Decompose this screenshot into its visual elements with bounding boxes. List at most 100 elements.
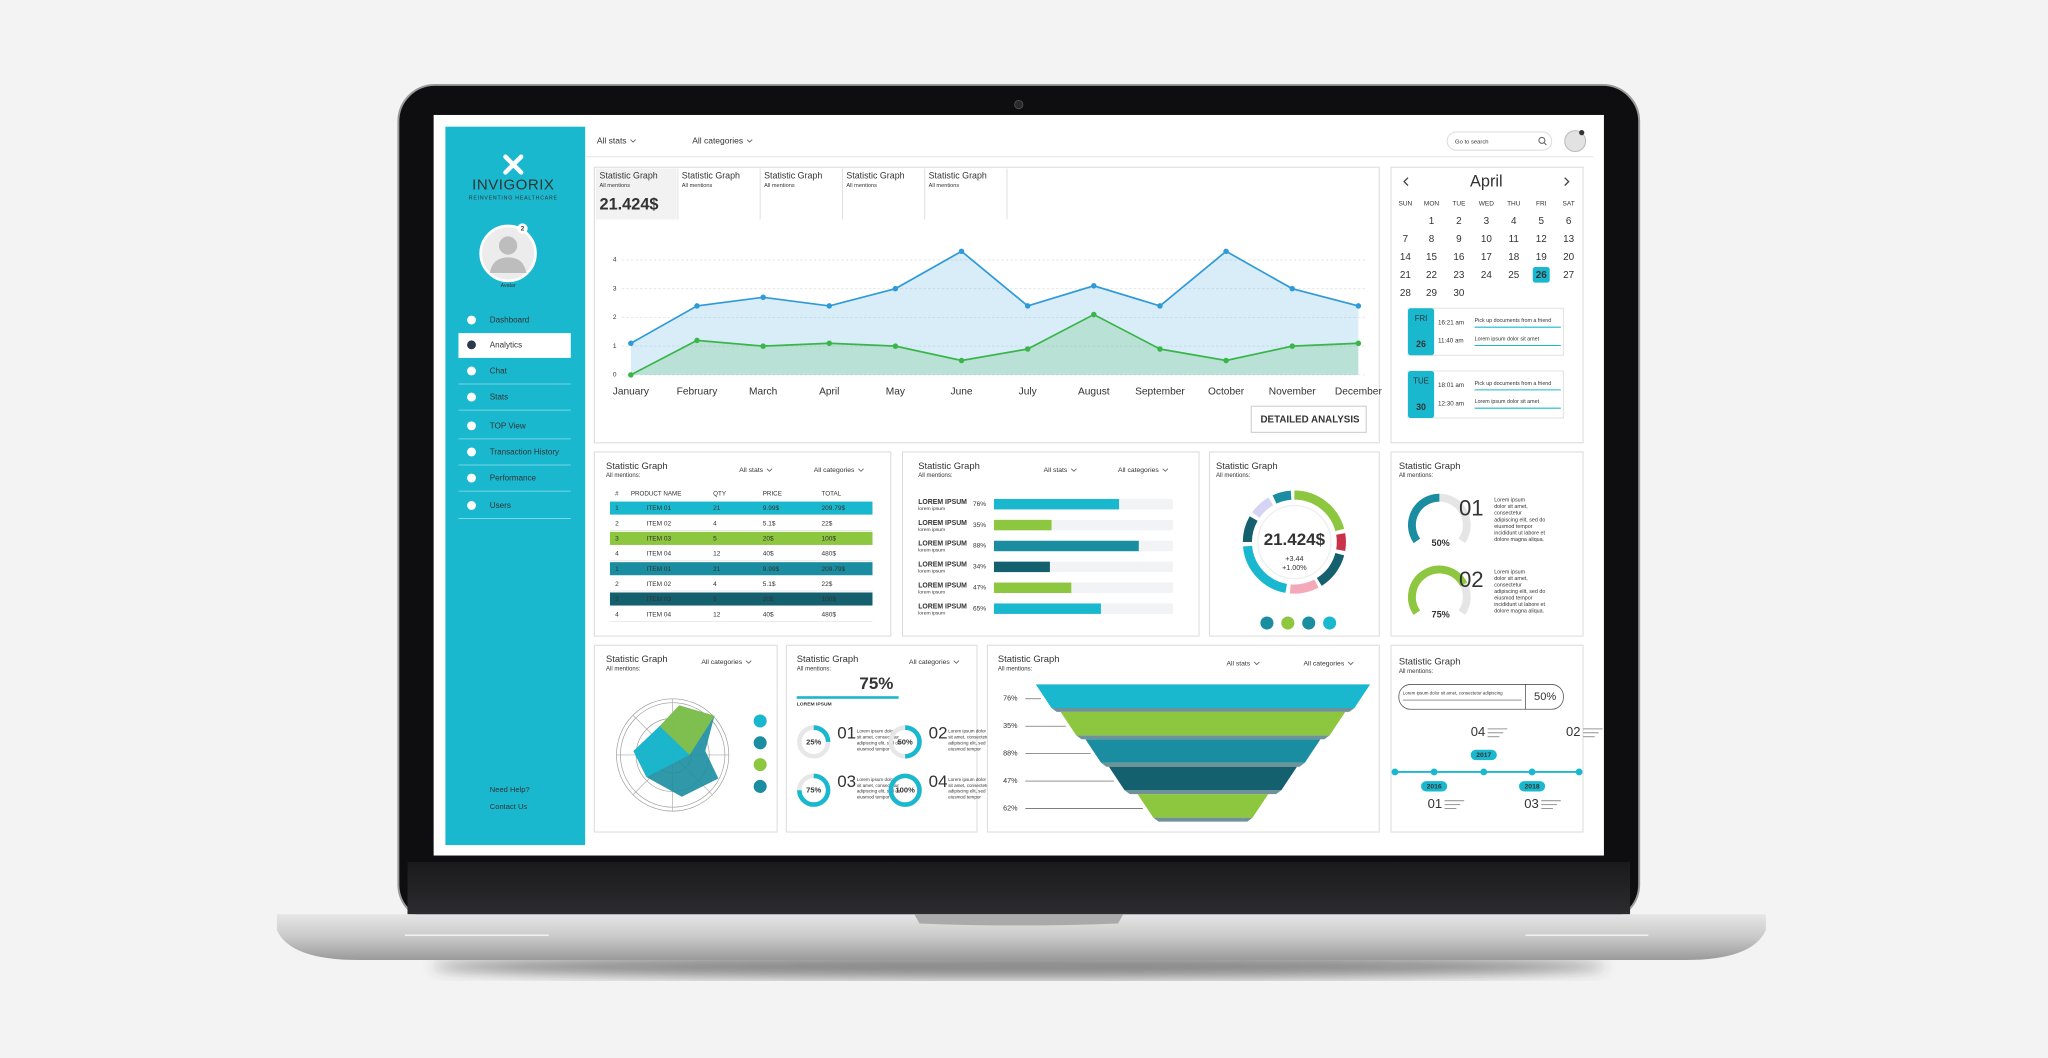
- menu-item[interactable]: Analytics: [490, 340, 522, 349]
- year-label: 2018: [1525, 783, 1540, 790]
- donut-inner-ring: [1257, 504, 1332, 580]
- calendar-day[interactable]: 22: [1426, 270, 1438, 281]
- calendar-day[interactable]: 6: [1566, 216, 1572, 227]
- filter-dropdown[interactable]: All categories: [692, 135, 743, 145]
- filter-dropdown[interactable]: All stats: [597, 135, 627, 145]
- filter-dropdown[interactable]: All stats: [1044, 467, 1068, 474]
- menu-item[interactable]: Users: [490, 501, 511, 510]
- funnel-shadow: [1153, 817, 1253, 822]
- calendar-day[interactable]: 5: [1538, 216, 1544, 227]
- bar-track: [993, 582, 1173, 593]
- gauge-number: 01: [1459, 495, 1484, 520]
- filter-dropdown[interactable]: All categories: [909, 659, 950, 666]
- funnel-label: 76%: [1003, 695, 1018, 703]
- filter-dropdown[interactable]: All stats: [739, 467, 763, 474]
- funnel-layer: [1108, 766, 1297, 791]
- calendar-day[interactable]: 23: [1453, 270, 1465, 281]
- data-point: [1157, 303, 1163, 309]
- radar-shape-highlight: [659, 705, 715, 755]
- panel-title: Statistic Graph: [606, 653, 668, 664]
- bar: [993, 561, 1050, 573]
- panel-subtitle: All mentions:: [606, 473, 641, 479]
- table-cell: 209.79$: [822, 566, 846, 573]
- panel-title: Statistic Graph: [1399, 460, 1461, 471]
- calendar-day[interactable]: 25: [1508, 270, 1520, 281]
- filter-dropdown[interactable]: All categories: [701, 659, 742, 666]
- tab-title[interactable]: Statistic Graph: [682, 171, 740, 181]
- calendar-day[interactable]: 10: [1481, 234, 1493, 245]
- table-cell: 100$: [822, 536, 837, 543]
- table-cell: 9.99$: [763, 566, 780, 573]
- calendar-day[interactable]: 13: [1563, 234, 1575, 245]
- search-placeholder[interactable]: Go to search: [1455, 139, 1489, 145]
- menu-item[interactable]: Dashboard: [490, 316, 530, 325]
- calendar-prev[interactable]: [1403, 177, 1409, 186]
- calendar-day[interactable]: 8: [1429, 234, 1435, 245]
- calendar-day[interactable]: 26: [1536, 270, 1548, 281]
- calendar-day[interactable]: 20: [1563, 252, 1575, 263]
- menu-icon: [467, 366, 476, 376]
- calendar-day[interactable]: 9: [1456, 234, 1462, 245]
- tab-title[interactable]: Statistic Graph: [764, 171, 822, 181]
- calendar-day[interactable]: 7: [1403, 234, 1409, 245]
- calendar-day[interactable]: 4: [1511, 216, 1517, 227]
- calendar-day[interactable]: 3: [1484, 216, 1490, 227]
- calendar-day[interactable]: 29: [1426, 288, 1438, 299]
- panel: [1390, 451, 1584, 637]
- calendar-month: April: [1470, 173, 1503, 191]
- tab-title[interactable]: Statistic Graph: [929, 171, 987, 181]
- menu-item[interactable]: Performance: [490, 474, 537, 483]
- calendar-day[interactable]: 11: [1509, 234, 1520, 245]
- calendar-day[interactable]: 12: [1536, 234, 1548, 245]
- calendar-day[interactable]: 28: [1400, 288, 1412, 299]
- panel: [785, 644, 978, 833]
- bar-label: LOREM IPSUM: [918, 520, 967, 527]
- bar-value-label: 88%: [973, 543, 986, 550]
- menu-icon: [467, 473, 476, 483]
- calendar-day[interactable]: 18: [1508, 252, 1520, 263]
- legend-dot: [753, 758, 767, 772]
- detail-button-label[interactable]: DETAILED ANALYSIS: [1260, 415, 1360, 426]
- calendar-day[interactable]: 2: [1456, 216, 1462, 227]
- calendar-day[interactable]: 16: [1453, 252, 1465, 263]
- tab-title[interactable]: Statistic Graph: [846, 171, 904, 181]
- bar-sublabel: lorem ipsum: [918, 506, 945, 512]
- detail-button[interactable]: [1250, 405, 1367, 433]
- filter-dropdown[interactable]: All stats: [1226, 660, 1250, 667]
- filter-dropdown[interactable]: All categories: [1304, 660, 1345, 667]
- panel-subtitle: All mentions:: [1399, 669, 1434, 675]
- calendar-day[interactable]: 30: [1453, 288, 1465, 299]
- filter-dropdown[interactable]: All categories: [1118, 467, 1159, 474]
- calendar-next[interactable]: [1564, 177, 1570, 186]
- menu-item[interactable]: Stats: [490, 393, 508, 402]
- data-point: [1355, 340, 1362, 347]
- calendar-day[interactable]: 14: [1400, 252, 1412, 263]
- panel-subtitle: All mentions:: [1399, 473, 1434, 479]
- filter-dropdown[interactable]: All categories: [814, 467, 855, 474]
- chevron: [1162, 468, 1169, 472]
- event-day: TUE: [1413, 376, 1429, 385]
- data-point: [760, 294, 766, 301]
- calendar-day[interactable]: 17: [1481, 252, 1493, 263]
- menu-item[interactable]: TOP View: [490, 421, 526, 430]
- user-avatar[interactable]: [1564, 130, 1587, 153]
- menu-item[interactable]: Chat: [490, 366, 508, 375]
- contact-link[interactable]: Contact Us: [490, 802, 528, 811]
- calendar-day[interactable]: 21: [1400, 270, 1412, 281]
- y-tick-label: 1: [613, 343, 617, 350]
- calendar-day[interactable]: 24: [1481, 270, 1493, 281]
- event-date: 30: [1416, 402, 1426, 412]
- calendar-day[interactable]: 15: [1426, 252, 1438, 263]
- tagline: REINVENTING HEALTHCARE: [469, 195, 558, 201]
- search-box[interactable]: [1446, 131, 1553, 151]
- calendar-day[interactable]: 1: [1429, 216, 1435, 227]
- help-link[interactable]: Need Help?: [490, 785, 530, 794]
- donut-change: +3.44: [1285, 555, 1303, 563]
- calendar-day[interactable]: 27: [1563, 270, 1575, 281]
- year-pill: [1470, 749, 1497, 761]
- calendar-day[interactable]: 19: [1536, 252, 1548, 263]
- notification-dot: [1579, 129, 1585, 136]
- tab-title[interactable]: Statistic Graph: [600, 171, 658, 181]
- menu-item[interactable]: Transaction History: [490, 447, 560, 456]
- table-cell: 12: [713, 611, 721, 618]
